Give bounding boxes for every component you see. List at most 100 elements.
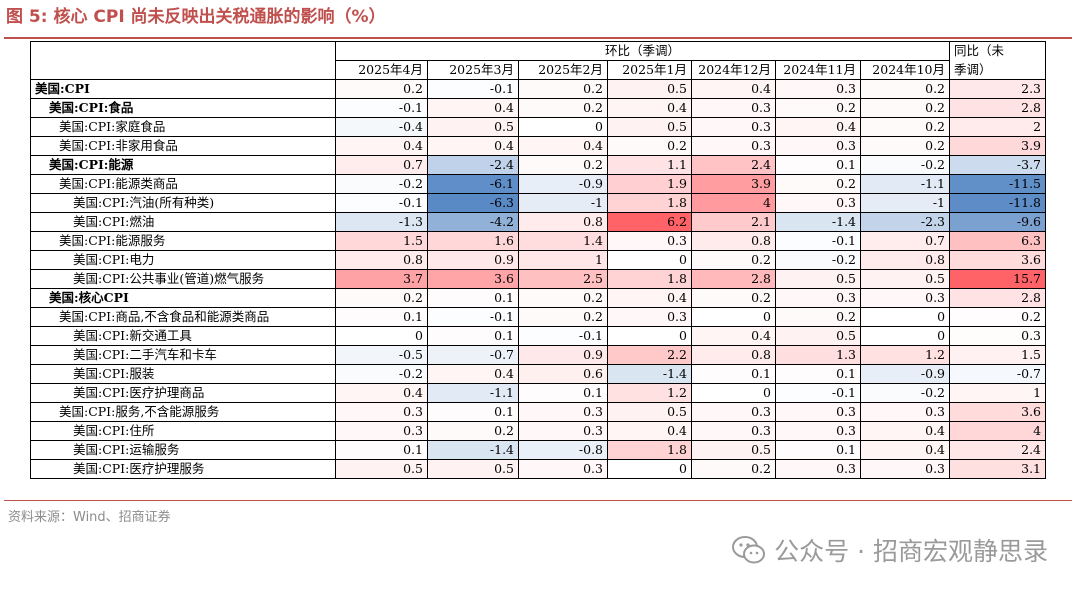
mom-value-cell: -1 — [518, 193, 608, 213]
mom-value-cell: 3.7 — [335, 269, 428, 289]
watermark-text: 公众号 · 招商宏观静思录 — [774, 537, 1048, 566]
mom-value-cell: 0.2 — [859, 117, 951, 137]
mom-value-cell: 1.8 — [607, 440, 692, 460]
table-row: 美国:CPI:家庭食品 -0.4 0.5 0 0.5 0.3 0.4 0.2 2 — [30, 117, 1047, 137]
row-label: 美国:CPI:燃油 — [30, 212, 336, 232]
mom-value-cell: 0.3 — [607, 231, 692, 251]
row-label: 美国:CPI:汽油(所有种类) — [30, 193, 336, 213]
row-label: 美国:CPI:运输服务 — [30, 440, 336, 460]
mom-value-cell: 0.4 — [427, 136, 519, 156]
mom-value-cell: 0.4 — [691, 79, 776, 99]
row-label: 美国:CPI:医疗护理服务 — [30, 459, 336, 479]
mom-value-cell: 0.3 — [691, 136, 776, 156]
table-row: 美国:CPI:食品 -0.1 0.4 0.2 0.4 0.3 0.2 0.2 2.8 — [30, 98, 1047, 118]
mom-value-cell: 0 — [335, 326, 428, 346]
table-row: 美国:CPI:医疗护理服务 0.5 0.5 0.3 0 0.2 0.3 0.3 3.1 — [30, 459, 1047, 479]
mom-value-cell: 0.1 — [427, 402, 519, 422]
mom-value-cell: -0.2 — [775, 250, 861, 270]
mom-value-cell: 0.1 — [427, 326, 519, 346]
mom-value-cell: 0.4 — [607, 98, 692, 118]
row-label: 美国:CPI:服务,不含能源服务 — [30, 402, 336, 422]
mom-value-cell: -1.1 — [427, 383, 519, 403]
mom-value-cell: 0.3 — [775, 288, 861, 308]
mom-value-cell: 2.1 — [691, 212, 776, 232]
mom-value-cell: 0.2 — [775, 174, 861, 194]
mom-value-cell: 0.1 — [427, 288, 519, 308]
mom-value-cell: 0.3 — [859, 288, 951, 308]
row-label: 美国:核心CPI — [30, 288, 336, 308]
mom-value-cell: 0 — [859, 326, 951, 346]
yoy-value-cell: 3.6 — [949, 402, 1047, 422]
mom-value-cell: 0.3 — [775, 402, 861, 422]
mom-value-cell: -0.2 — [335, 364, 428, 384]
mom-value-cell: -0.2 — [859, 155, 951, 175]
header-mom-group: 环比（季调） — [334, 41, 951, 61]
yoy-value-cell: 0.3 — [949, 326, 1047, 346]
mom-value-cell: 0.2 — [775, 98, 861, 118]
row-label: 美国:CPI:新交通工具 — [30, 326, 336, 346]
mom-value-cell: 0.2 — [859, 98, 951, 118]
header-month: 2025年3月 — [427, 60, 519, 80]
mom-value-cell: 0.4 — [775, 117, 861, 137]
mom-value-cell: 0.4 — [335, 136, 428, 156]
mom-value-cell: -0.1 — [427, 307, 519, 327]
mom-value-cell: 0.8 — [518, 212, 608, 232]
mom-value-cell: -1.3 — [335, 212, 428, 232]
mom-value-cell: 0.2 — [335, 288, 428, 308]
table-row: 美国:CPI:能源类商品 -0.2 -6.1 -0.9 1.9 3.9 0.2 -1.1 -11… — [30, 174, 1047, 194]
mom-value-cell: 2.5 — [518, 269, 608, 289]
mom-value-cell: 0.3 — [518, 459, 608, 479]
mom-value-cell: 1 — [518, 250, 608, 270]
mom-value-cell: 0.5 — [859, 269, 951, 289]
yoy-value-cell: 15.7 — [949, 269, 1047, 289]
mom-value-cell: 2.8 — [691, 269, 776, 289]
watermark: 公众号 · 招商宏观静思录 — [732, 532, 1048, 568]
mom-value-cell: -1 — [859, 193, 951, 213]
mom-value-cell: 0 — [607, 459, 692, 479]
mom-value-cell: -0.5 — [335, 345, 428, 365]
header-yoy-line1: 同比（未 — [949, 41, 1047, 61]
mom-value-cell: 0.9 — [427, 250, 519, 270]
yoy-value-cell: 3.9 — [949, 136, 1047, 156]
header-month: 2025年1月 — [607, 60, 692, 80]
table-row: 美国:CPI:电力 0.8 0.9 1 0 0.2 -0.2 0.8 3.6 — [30, 250, 1047, 270]
header-yoy-line2: 季调） — [949, 60, 1047, 80]
mom-value-cell: 0.2 — [518, 307, 608, 327]
mom-value-cell: 0.4 — [335, 383, 428, 403]
mom-value-cell: 0.3 — [859, 459, 951, 479]
mom-value-cell: 0.2 — [691, 459, 776, 479]
mom-value-cell: 1.5 — [335, 231, 428, 251]
mom-value-cell: -1.4 — [607, 364, 692, 384]
mom-value-cell: 0.3 — [518, 402, 608, 422]
header-month: 2024年11月 — [775, 60, 861, 80]
mom-value-cell: -0.1 — [775, 383, 861, 403]
table-row: 美国:CPI:能源服务 1.5 1.6 1.4 0.3 0.8 -0.1 0.7 6.3 — [30, 231, 1047, 251]
mom-value-cell: 0.7 — [859, 231, 951, 251]
mom-value-cell: 0.8 — [691, 345, 776, 365]
row-label: 美国:CPI:食品 — [30, 98, 336, 118]
mom-value-cell: 0.5 — [607, 79, 692, 99]
table-row: 美国:CPI:非家用食品 0.4 0.4 0.4 0.2 0.3 0.3 0.2 3.9 — [30, 136, 1047, 156]
table-row: 美国:CPI:医疗护理商品 0.4 -1.1 0.1 1.2 0 -0.1 -0.2 1 — [30, 383, 1047, 403]
row-label: 美国:CPI — [30, 79, 336, 99]
row-label: 美国:CPI:家庭食品 — [30, 117, 336, 137]
yoy-value-cell: -11.8 — [949, 193, 1047, 213]
mom-value-cell: 0.2 — [335, 79, 428, 99]
table-row: 美国:CPI:服务,不含能源服务 0.3 0.1 0.3 0.5 0.3 0.3 0.3 3.6 — [30, 402, 1047, 422]
yoy-value-cell: 1.5 — [949, 345, 1047, 365]
mom-value-cell: 0.3 — [691, 402, 776, 422]
mom-value-cell: -1.4 — [775, 212, 861, 232]
mom-value-cell: 0.2 — [427, 421, 519, 441]
mom-value-cell: 0.5 — [335, 459, 428, 479]
yoy-value-cell: 3.6 — [949, 250, 1047, 270]
table-row: 美国:核心CPI 0.2 0.1 0.2 0.4 0.2 0.3 0.3 2.8 — [30, 288, 1047, 308]
mom-value-cell: 1.3 — [775, 345, 861, 365]
mom-value-cell: 0 — [691, 307, 776, 327]
mom-value-cell: 0.2 — [691, 288, 776, 308]
mom-value-cell: 0.3 — [775, 136, 861, 156]
cpi-table: 环比（季调） 同比（未 2025年4月 2025年3月 2025年2月 2025年1月… — [30, 41, 1047, 479]
mom-value-cell: -1.1 — [859, 174, 951, 194]
source-divider — [4, 500, 1072, 501]
mom-value-cell: 3.9 — [691, 174, 776, 194]
mom-value-cell: 1.8 — [607, 269, 692, 289]
